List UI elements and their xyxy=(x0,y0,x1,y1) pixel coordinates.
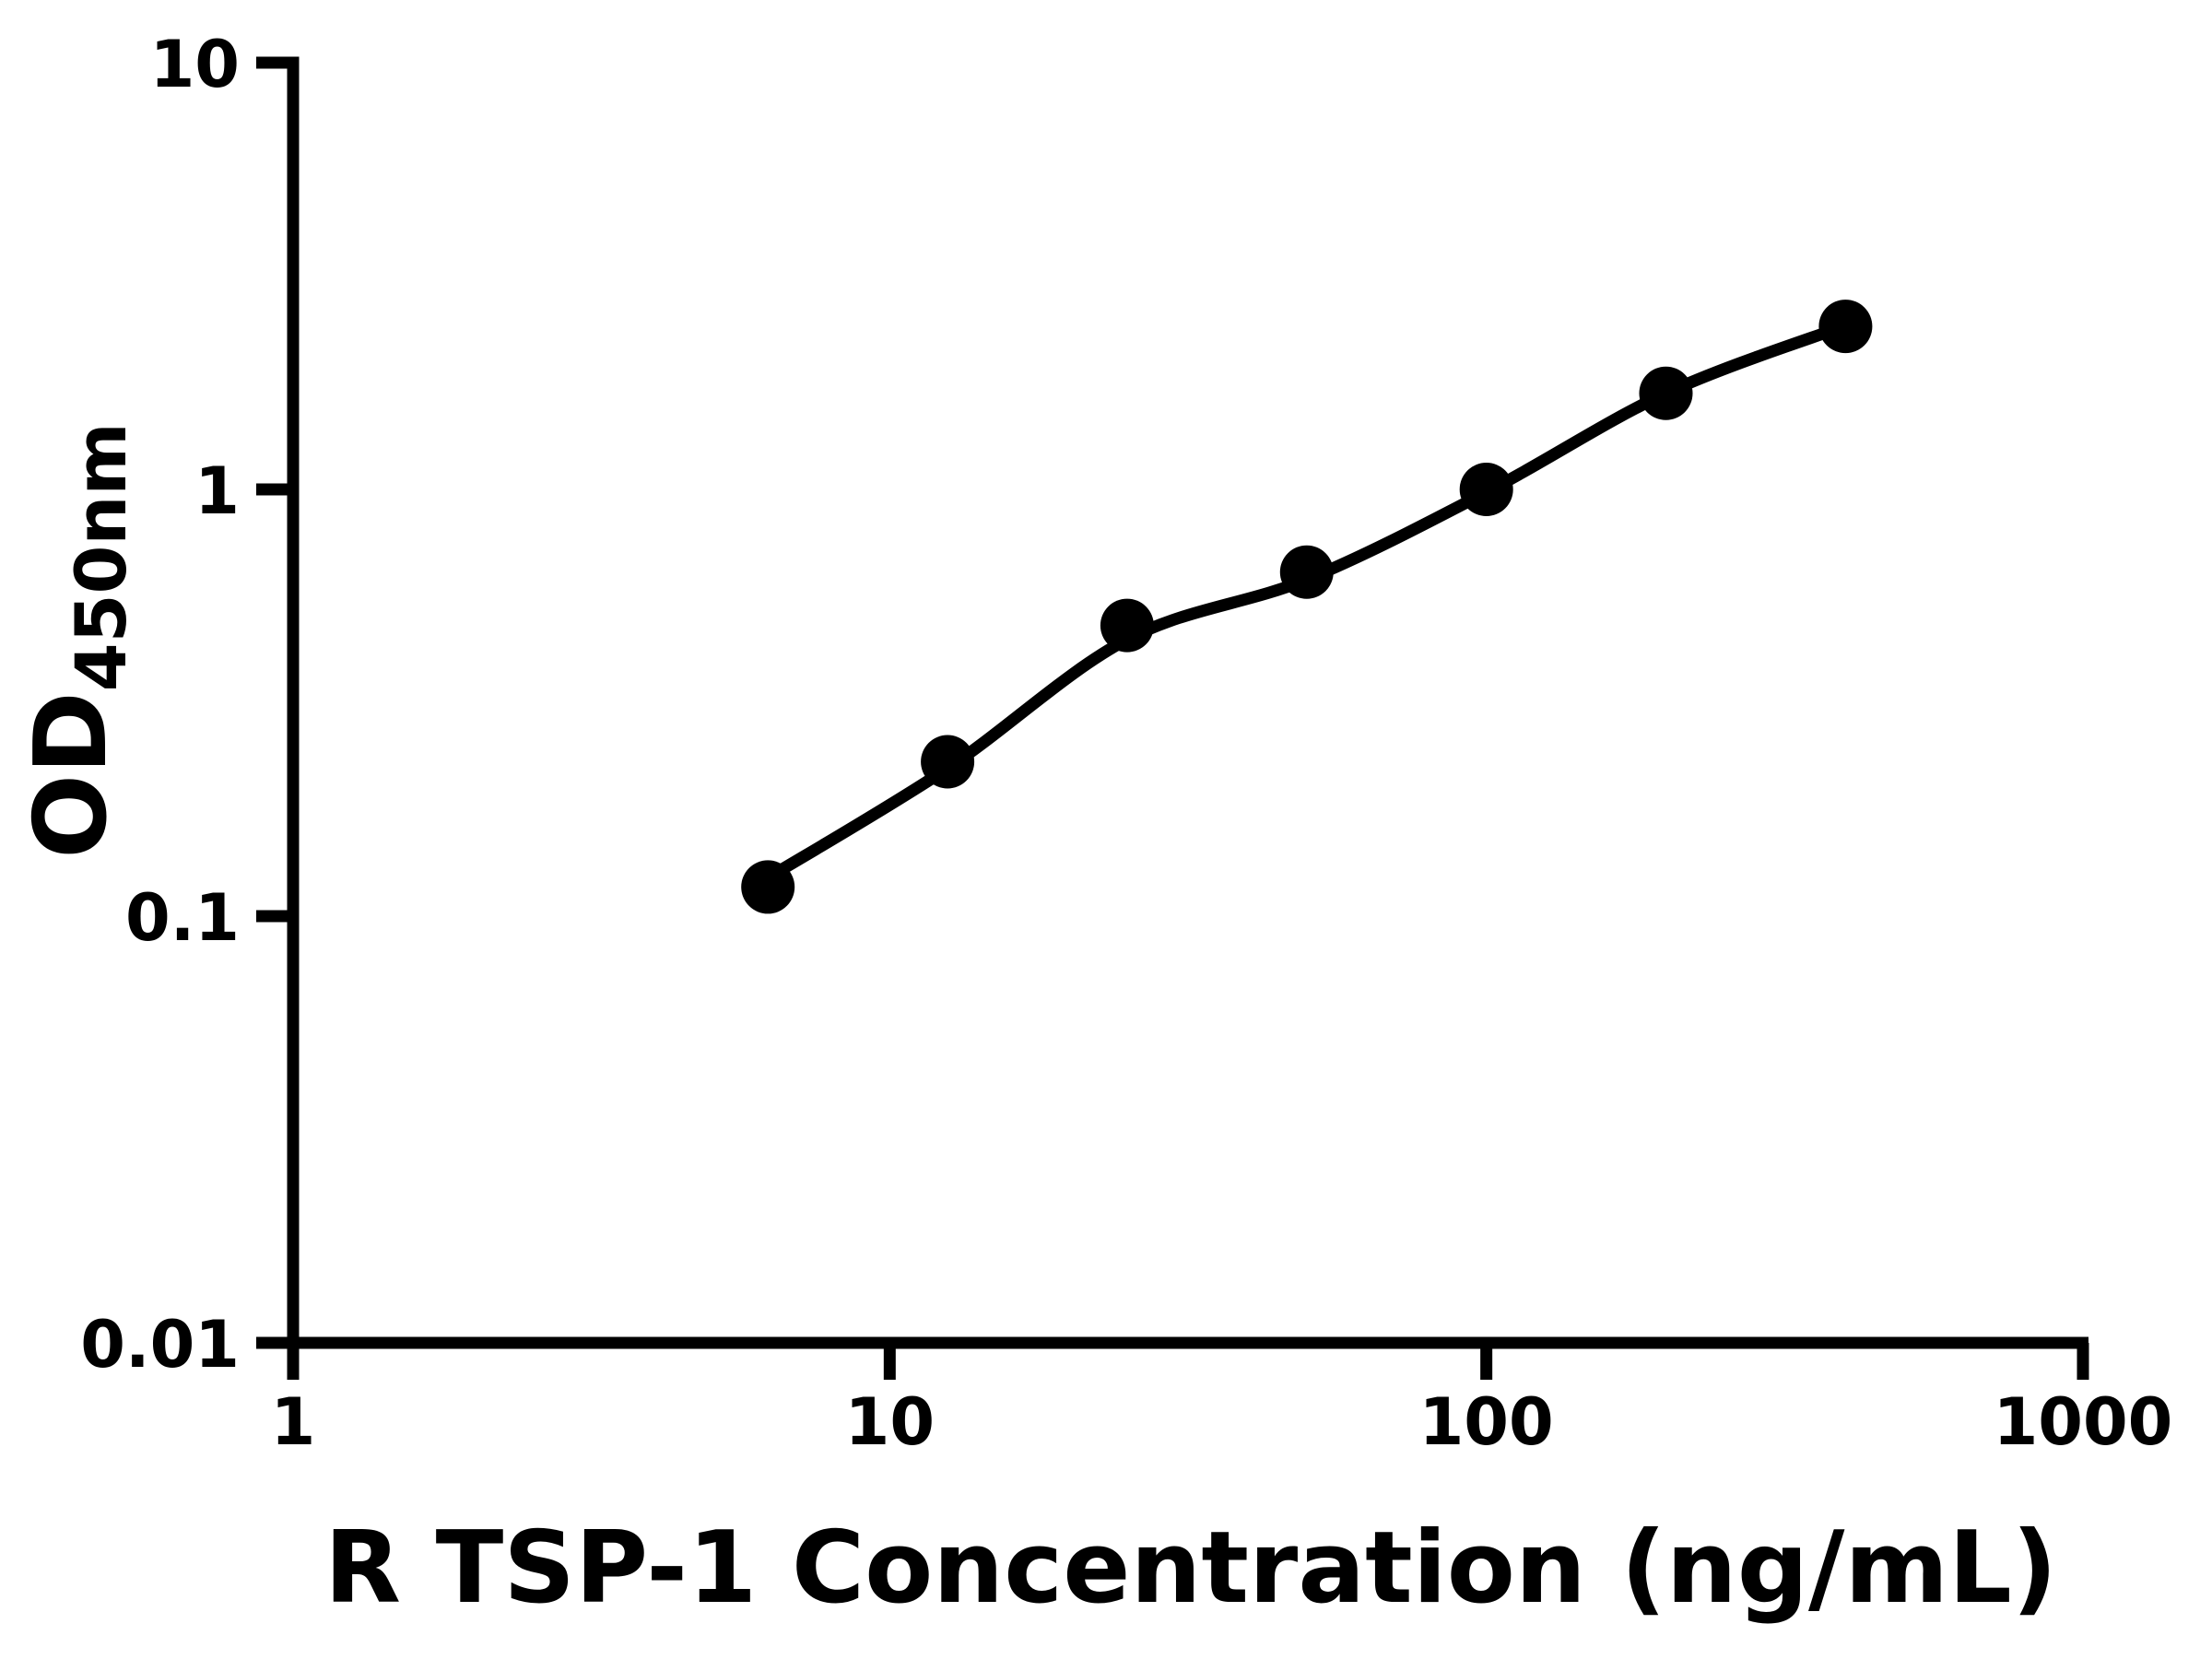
y-tick-label-10: 10 xyxy=(150,27,240,102)
x-axis-title: R TSP-1 Concentration (ng/mL) xyxy=(324,1511,2057,1626)
y-tick-label-1: 1 xyxy=(194,453,240,529)
data-point-200 xyxy=(1639,366,1693,420)
data-point-400 xyxy=(1818,300,1873,354)
data-point-6.25 xyxy=(741,860,795,914)
data-point-50 xyxy=(1279,545,1334,599)
y-tick-label-0.01: 0.01 xyxy=(80,1307,240,1382)
x-tick-label-1000: 1000 xyxy=(1994,1384,2173,1460)
x-tick-label-100: 100 xyxy=(1419,1384,1554,1460)
x-tick-label-10: 10 xyxy=(845,1384,935,1460)
data-point-12.5 xyxy=(921,735,975,789)
y-axis-title-subscript: 450nm xyxy=(60,422,142,691)
data-point-100 xyxy=(1459,463,1513,516)
x-tick-label-1: 1 xyxy=(271,1384,316,1460)
y-axis-title-main: OD xyxy=(14,691,129,858)
data-point-25 xyxy=(1100,598,1154,653)
y-axis-title: OD450nm xyxy=(14,422,142,858)
y-tick-label-0.1: 0.1 xyxy=(125,880,240,956)
